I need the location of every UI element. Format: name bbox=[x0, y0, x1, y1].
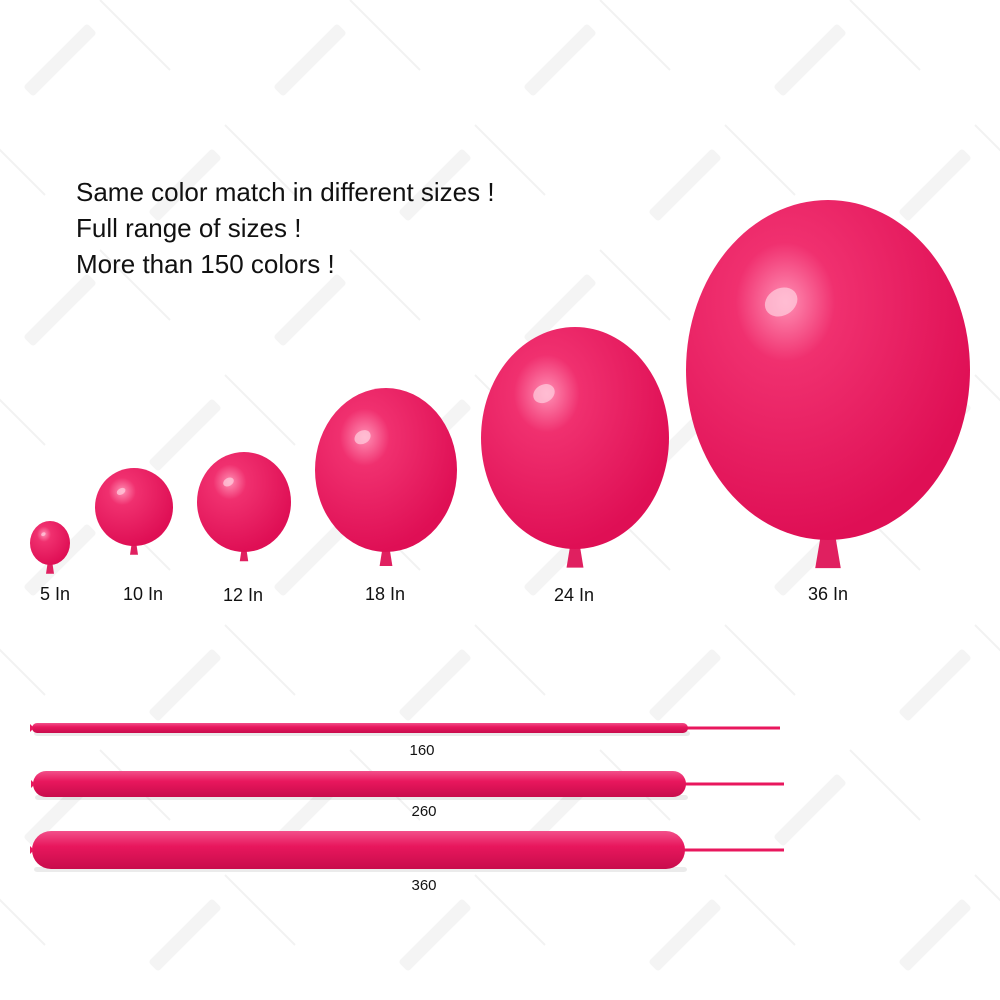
headline-line-3: More than 150 colors ! bbox=[76, 249, 335, 279]
watermark-mark bbox=[149, 649, 221, 721]
watermark-line bbox=[474, 624, 546, 696]
watermark-line bbox=[474, 874, 546, 946]
watermark-line bbox=[0, 148, 46, 196]
size-label-5in: 5 In bbox=[39, 584, 71, 604]
long-balloon-360 bbox=[30, 831, 784, 872]
watermark-line bbox=[224, 624, 296, 696]
watermark-mark bbox=[399, 649, 471, 721]
watermark-mark bbox=[524, 24, 596, 96]
watermark-line bbox=[724, 124, 796, 196]
watermark-line bbox=[724, 874, 796, 946]
size-label-12in: 12 In bbox=[222, 585, 264, 605]
length-label-260: 260 bbox=[411, 803, 437, 820]
watermark-line bbox=[974, 124, 1000, 152]
watermark-mark bbox=[149, 149, 221, 221]
watermark-mark bbox=[274, 524, 346, 596]
round-balloon-36in bbox=[686, 200, 970, 569]
round-balloon-18in bbox=[315, 388, 457, 567]
watermark-mark bbox=[274, 24, 346, 96]
watermark-line bbox=[849, 749, 921, 821]
watermark-line bbox=[0, 398, 46, 446]
watermark-line bbox=[349, 249, 421, 321]
round-balloon-12in bbox=[197, 452, 291, 562]
watermark-mark bbox=[399, 149, 471, 221]
watermark-mark bbox=[399, 899, 471, 971]
size-label-18in: 18 In bbox=[364, 584, 406, 604]
watermark-line bbox=[224, 874, 296, 946]
watermark-mark bbox=[899, 649, 971, 721]
watermark-line bbox=[599, 0, 671, 71]
watermark-line bbox=[224, 374, 296, 446]
watermark-mark bbox=[24, 274, 96, 346]
watermark-line bbox=[974, 874, 1000, 902]
watermark-mark bbox=[524, 274, 596, 346]
watermark-line bbox=[99, 0, 171, 71]
size-label-36in: 36 In bbox=[807, 584, 849, 604]
watermark-mark bbox=[649, 149, 721, 221]
watermark-line bbox=[724, 624, 796, 696]
length-label-160: 160 bbox=[409, 742, 435, 759]
headline-line-1: Same color match in different sizes ! bbox=[76, 177, 495, 207]
round-balloon-5in bbox=[30, 521, 70, 574]
watermark-line bbox=[974, 624, 1000, 652]
watermark-mark bbox=[149, 399, 221, 471]
watermark-line bbox=[0, 648, 46, 696]
watermark-mark bbox=[24, 24, 96, 96]
watermark-mark bbox=[649, 649, 721, 721]
size-label-24in: 24 In bbox=[553, 585, 595, 605]
watermark-mark bbox=[649, 899, 721, 971]
length-label-360: 360 bbox=[411, 877, 437, 894]
watermark-line bbox=[849, 0, 921, 71]
watermark-line bbox=[224, 124, 296, 196]
watermark-mark bbox=[774, 24, 846, 96]
watermark-mark bbox=[274, 274, 346, 346]
headline-line-2: Full range of sizes ! bbox=[76, 213, 302, 243]
watermark-line bbox=[99, 249, 171, 321]
watermark-line bbox=[0, 898, 46, 946]
watermark-line bbox=[474, 124, 546, 196]
watermark-mark bbox=[774, 774, 846, 846]
watermark-line bbox=[349, 0, 421, 71]
watermark-line bbox=[974, 374, 1000, 402]
watermark-mark bbox=[149, 899, 221, 971]
watermark-mark bbox=[899, 899, 971, 971]
size-label-10in: 10 In bbox=[122, 584, 164, 604]
long-balloon-160 bbox=[30, 723, 780, 736]
round-balloon-24in bbox=[481, 327, 669, 568]
watermark-line bbox=[599, 249, 671, 321]
round-balloon-10in bbox=[95, 468, 173, 555]
long-balloon-260 bbox=[31, 771, 784, 800]
watermark-mark bbox=[899, 149, 971, 221]
